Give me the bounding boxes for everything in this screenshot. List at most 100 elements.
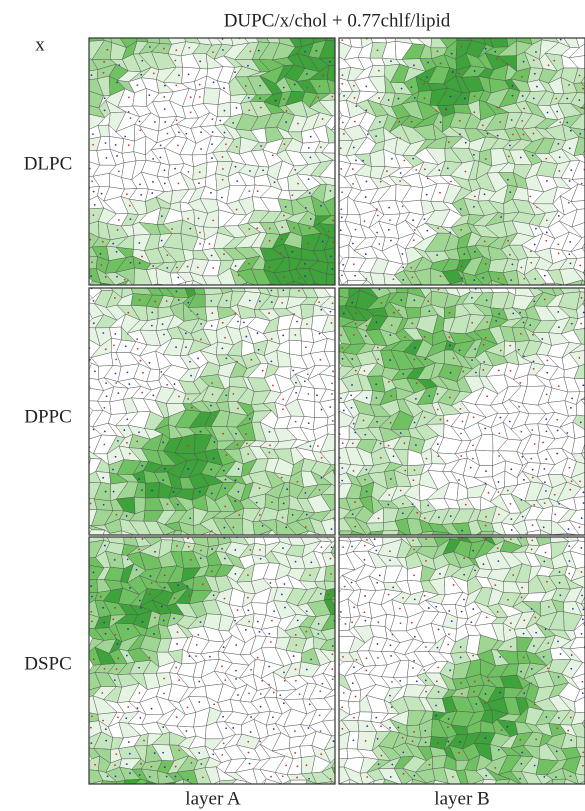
atom bbox=[402, 279, 404, 281]
atom bbox=[269, 228, 271, 230]
atom bbox=[222, 322, 224, 324]
atom bbox=[115, 359, 117, 361]
atom bbox=[532, 334, 534, 336]
atom bbox=[542, 442, 544, 444]
atom bbox=[282, 517, 284, 519]
atom bbox=[154, 752, 156, 754]
atom bbox=[294, 730, 296, 732]
atom bbox=[582, 618, 584, 620]
atom bbox=[178, 679, 180, 681]
atom bbox=[400, 299, 402, 301]
atom bbox=[249, 300, 251, 302]
atom bbox=[151, 708, 153, 710]
atom bbox=[571, 323, 573, 325]
atom bbox=[558, 676, 560, 678]
atom bbox=[413, 299, 415, 301]
atom bbox=[581, 595, 583, 597]
atom bbox=[103, 407, 105, 409]
atom bbox=[546, 360, 548, 362]
atom bbox=[548, 606, 550, 608]
atom bbox=[197, 634, 199, 636]
atom bbox=[559, 594, 561, 596]
figure-title: DUPC/x/chol + 0.77chlf/lipid bbox=[224, 10, 451, 31]
atom bbox=[163, 678, 165, 680]
atom bbox=[494, 767, 496, 769]
atom bbox=[317, 445, 319, 447]
atom bbox=[175, 346, 177, 348]
atom bbox=[570, 739, 572, 741]
atom bbox=[151, 785, 153, 787]
atom bbox=[128, 741, 130, 743]
atom bbox=[211, 325, 213, 327]
atom bbox=[581, 183, 583, 185]
atom bbox=[569, 241, 571, 243]
atom bbox=[127, 706, 129, 708]
atom bbox=[164, 85, 166, 87]
atom bbox=[579, 75, 581, 77]
atom bbox=[520, 671, 522, 673]
atom bbox=[365, 253, 367, 255]
atom bbox=[554, 494, 556, 496]
atom bbox=[520, 739, 522, 741]
atom bbox=[440, 121, 442, 123]
atom bbox=[171, 228, 173, 230]
atom bbox=[223, 646, 225, 648]
atom bbox=[224, 679, 226, 681]
atom bbox=[425, 560, 427, 562]
atom bbox=[221, 197, 223, 199]
atom bbox=[438, 516, 440, 518]
atom bbox=[236, 180, 238, 182]
atom bbox=[558, 326, 560, 328]
atom bbox=[353, 423, 355, 425]
atom bbox=[163, 169, 165, 171]
atom bbox=[412, 667, 414, 669]
atom bbox=[509, 191, 511, 193]
atom bbox=[402, 597, 404, 599]
atom bbox=[460, 682, 462, 684]
atom bbox=[438, 169, 440, 171]
atom bbox=[403, 442, 405, 444]
cell bbox=[358, 712, 372, 721]
atom bbox=[331, 528, 333, 530]
atom bbox=[164, 587, 166, 589]
atom bbox=[103, 504, 105, 506]
atom bbox=[322, 75, 324, 77]
atom bbox=[375, 717, 377, 719]
atom bbox=[281, 238, 283, 240]
atom bbox=[556, 419, 558, 421]
atom bbox=[380, 443, 382, 445]
atom bbox=[547, 112, 549, 114]
atom bbox=[534, 244, 536, 246]
atom bbox=[140, 607, 142, 609]
atom bbox=[498, 514, 500, 516]
atom bbox=[249, 418, 251, 420]
atom bbox=[101, 692, 103, 694]
atom bbox=[414, 347, 416, 349]
atom bbox=[522, 95, 524, 97]
atom bbox=[161, 240, 163, 242]
atom bbox=[306, 514, 308, 516]
atom bbox=[351, 407, 353, 409]
atom bbox=[164, 108, 166, 110]
atom bbox=[127, 286, 129, 288]
atom bbox=[507, 240, 509, 242]
atom bbox=[402, 266, 404, 268]
atom bbox=[403, 773, 405, 775]
atom bbox=[507, 179, 509, 181]
atom bbox=[126, 515, 128, 517]
atom bbox=[190, 96, 192, 98]
atom bbox=[232, 727, 234, 729]
atom bbox=[235, 644, 237, 646]
atom bbox=[496, 58, 498, 60]
atom bbox=[364, 559, 366, 561]
atom bbox=[390, 644, 392, 646]
atom bbox=[330, 558, 332, 560]
atom bbox=[320, 309, 322, 311]
atom bbox=[521, 596, 523, 598]
atom bbox=[176, 716, 178, 718]
atom bbox=[486, 321, 488, 323]
atom bbox=[414, 636, 416, 638]
atom bbox=[411, 622, 413, 624]
atom bbox=[568, 528, 570, 530]
atom bbox=[297, 183, 299, 185]
